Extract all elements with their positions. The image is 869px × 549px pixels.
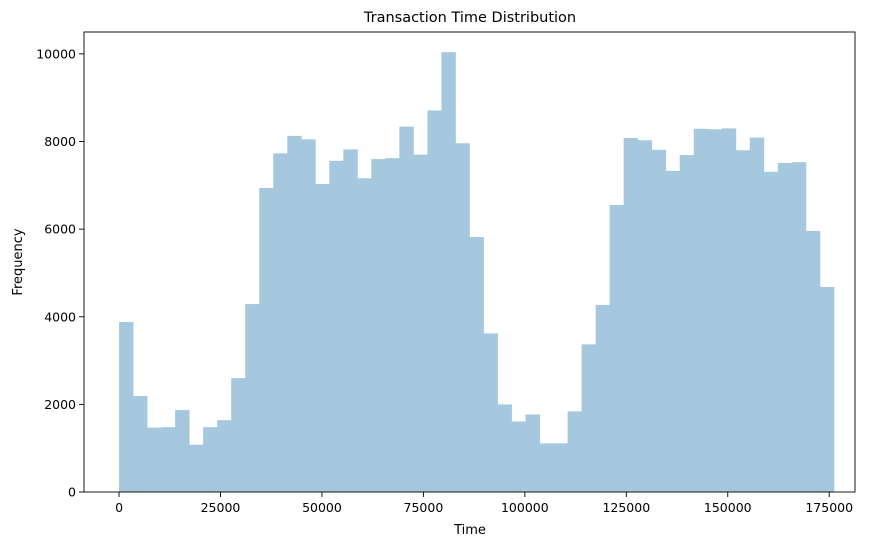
histogram-bar	[623, 138, 639, 492]
histogram-bar	[245, 304, 260, 492]
histogram-bar	[805, 230, 821, 492]
histogram-bar	[637, 140, 653, 492]
histogram-bar	[203, 427, 218, 492]
y-tick-label: 10000	[36, 46, 76, 61]
histogram-bar	[217, 420, 232, 492]
histogram-bar	[273, 153, 288, 492]
histogram-bar	[371, 159, 386, 493]
histogram-bar	[343, 149, 358, 492]
histogram-bar	[287, 135, 302, 493]
x-tick-label: 25000	[201, 500, 241, 515]
histogram-bar	[791, 162, 807, 492]
x-axis-label: Time	[453, 523, 486, 538]
histogram-bar	[147, 427, 162, 492]
histogram-bar	[483, 333, 498, 492]
histogram-bar	[539, 443, 554, 492]
y-axis: 0 2000 4000 6000 8000 10000	[36, 46, 84, 500]
histogram-bar	[497, 404, 512, 492]
x-tick-label: 125000	[602, 500, 650, 515]
histogram-bar	[315, 184, 330, 492]
histogram-bar	[385, 158, 400, 492]
histogram-bar	[133, 396, 148, 492]
histogram-bar	[735, 150, 751, 493]
histogram-bar	[175, 410, 190, 492]
histogram-bar	[231, 378, 246, 492]
histogram-bar	[511, 421, 526, 492]
histogram-bar	[119, 322, 134, 492]
histogram-bar	[665, 170, 681, 492]
histogram-bar	[553, 443, 568, 492]
chart-title: Transaction Time Distribution	[363, 10, 576, 26]
histogram-bar	[595, 304, 611, 492]
histogram-bar	[329, 160, 344, 493]
histogram-bar	[581, 344, 597, 492]
x-tick-label: 100000	[501, 500, 549, 515]
histogram-bar	[161, 427, 176, 492]
y-tick-label: 6000	[44, 222, 76, 237]
histogram-bar	[441, 52, 456, 493]
x-tick-label: 0	[115, 500, 123, 515]
histogram-bar	[609, 205, 625, 493]
histogram-bar	[399, 126, 414, 492]
histogram-bar	[679, 155, 695, 492]
plot-frame	[83, 31, 856, 493]
histogram-bar	[469, 237, 484, 492]
histogram-bar	[693, 128, 709, 493]
x-axis: 0 25000 50000 75000 100000 125000 150000 175000	[115, 492, 853, 515]
y-axis-label: Frequency	[11, 228, 26, 295]
histogram-bar	[721, 128, 737, 492]
histogram-bar	[707, 129, 723, 492]
histogram-bar	[301, 139, 316, 493]
bars-group	[119, 52, 835, 493]
y-tick-label: 8000	[44, 134, 76, 149]
x-tick-label: 75000	[404, 500, 444, 515]
histogram-bar	[763, 171, 779, 492]
histogram-bar	[427, 110, 442, 493]
histogram-bar	[413, 154, 428, 492]
x-tick-label: 150000	[704, 500, 752, 515]
x-tick-label: 50000	[302, 500, 342, 515]
histogram-bar	[777, 162, 793, 492]
histogram-bar	[259, 187, 274, 492]
histogram-bar	[189, 444, 204, 492]
y-tick-label: 4000	[44, 309, 76, 324]
histogram-bar	[819, 286, 835, 492]
y-tick-label: 0	[68, 485, 76, 500]
histogram-bar	[455, 143, 470, 492]
histogram-bar	[567, 411, 582, 492]
histogram-bar	[749, 137, 765, 493]
histogram-bar	[525, 414, 540, 492]
histogram-bar	[357, 178, 372, 493]
x-tick-label: 175000	[805, 500, 853, 515]
y-tick-label: 2000	[44, 397, 76, 412]
histogram-bar	[651, 149, 667, 492]
